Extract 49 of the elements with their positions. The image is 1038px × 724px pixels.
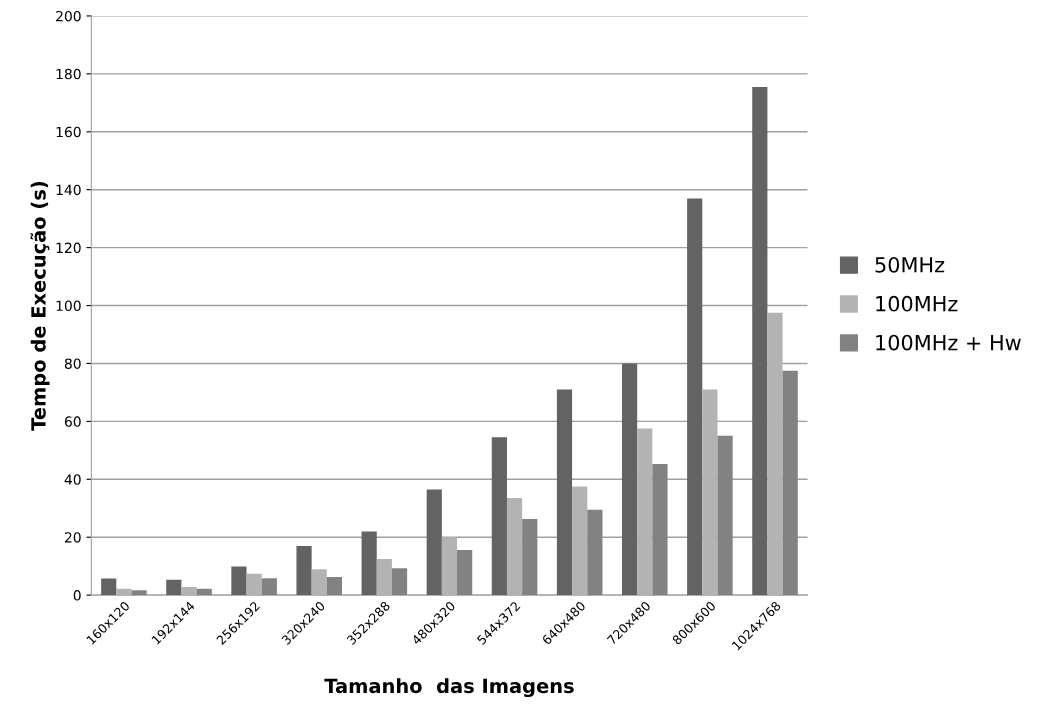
bar: [652, 463, 668, 596]
bar: [572, 486, 588, 596]
y-tick-label: 60: [64, 416, 81, 427]
bar: [426, 489, 442, 596]
bar: [196, 588, 212, 596]
bar: [622, 363, 638, 596]
legend-label: 50MHz: [875, 256, 945, 273]
bar: [181, 587, 197, 596]
y-tick-label: 80: [64, 358, 81, 369]
bar: [782, 370, 798, 596]
bar: [131, 590, 147, 596]
bar: [376, 558, 392, 596]
y-tick-label: 140: [56, 184, 81, 196]
bar: [637, 428, 653, 596]
y-tick-label: 200: [56, 10, 81, 22]
legend-label: 100MHz: [876, 295, 958, 312]
y-tick-label: 0: [73, 590, 81, 601]
x-axis-title: Tamanho das Imagens: [324, 678, 574, 698]
y-tick-label: 40: [64, 474, 81, 485]
bar: [166, 579, 182, 596]
bar: [246, 573, 262, 596]
bar: [767, 312, 783, 596]
bar: [506, 498, 523, 596]
legend-label: 100MHz + Hw: [876, 334, 1021, 351]
bar: [311, 569, 327, 596]
bar: [101, 578, 117, 596]
y-tick-label: 120: [56, 242, 81, 254]
bar: [116, 588, 132, 596]
bar: [717, 435, 733, 596]
bar: [752, 86, 768, 596]
y-tick-label: 180: [56, 68, 81, 80]
bar: [522, 518, 538, 596]
y-axis-title: Tempo de Execução (s): [30, 181, 50, 431]
bar: [231, 566, 247, 596]
bar: [491, 437, 507, 596]
bar: [326, 576, 343, 596]
y-tick-label: 20: [64, 532, 81, 543]
bar: [361, 531, 377, 596]
bar: [687, 198, 703, 596]
bar: [587, 509, 603, 596]
bar: [296, 545, 312, 596]
bar: [261, 578, 277, 596]
y-tick-label: 160: [56, 126, 81, 138]
bar: [702, 389, 718, 596]
bar: [391, 568, 408, 596]
bar: [441, 537, 458, 596]
bar: [556, 389, 573, 596]
y-tick-label: 100: [56, 300, 81, 311]
bar: [457, 549, 473, 596]
